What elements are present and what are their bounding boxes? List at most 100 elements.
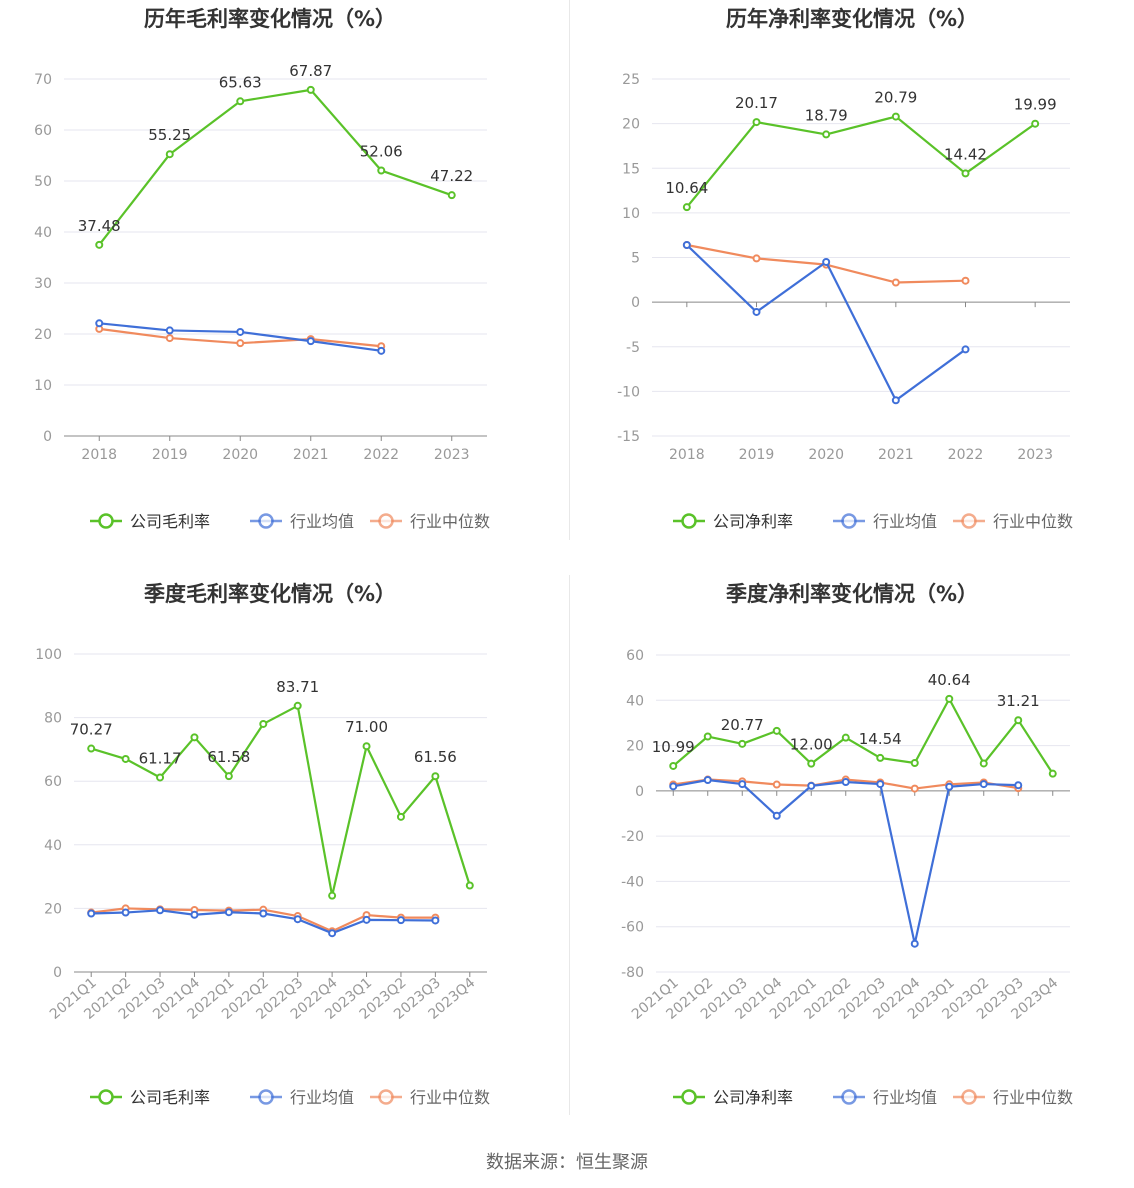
y-tick-label: 40 [34, 225, 52, 241]
legend-label: 行业中位数 [993, 512, 1073, 531]
data-point-industry_avg [431, 916, 440, 925]
data-point-industry_median [236, 339, 245, 348]
data-label: 20.77 [721, 716, 764, 734]
vertical-divider-bottom [569, 575, 570, 1115]
data-point-industry_median [752, 254, 761, 263]
data-point-industry_avg [165, 326, 174, 335]
data-point-industry_avg [190, 910, 199, 919]
data-point-industry_avg [396, 916, 405, 925]
data-point-industry_avg [910, 939, 919, 948]
data-point-company [669, 761, 678, 770]
data-point-industry_avg [945, 782, 954, 791]
y-tick-label: 10 [34, 378, 52, 394]
chart-panel-2: 历年净利率变化情况（%） -15 -10 -5 0 5 10 15 20 25 2018 2019 20… [617, 7, 1073, 531]
chart-panel-4: 季度净利率变化情况（%）-80-60-40-2002040602021Q1202… [621, 582, 1073, 1107]
data-point-industry_avg [156, 906, 165, 915]
chart-title: 季度毛利率变化情况（%） [144, 582, 396, 606]
chart-title: 季度净利率变化情况（%） [726, 582, 978, 606]
legend-label: 行业均值 [290, 1088, 354, 1107]
data-point-industry_avg [822, 257, 831, 266]
data-point-company [165, 150, 174, 159]
legend-label: 公司毛利率 [130, 1088, 210, 1107]
data-point-company [156, 773, 165, 782]
data-point-industry_avg [259, 909, 268, 918]
x-tick-label: 2023 [1017, 447, 1053, 463]
data-label: 10.99 [652, 738, 695, 756]
data-point-company [772, 726, 781, 735]
legend-marker-circle [961, 1089, 977, 1105]
data-point-company [752, 118, 761, 127]
data-point-industry_median [772, 780, 781, 789]
legend-marker-circle [378, 1089, 394, 1105]
data-point-industry_avg [306, 337, 315, 346]
legend-label: 行业中位数 [993, 1088, 1073, 1107]
data-point-company [807, 759, 816, 768]
y-tick-label: 100 [35, 647, 62, 663]
data-point-company [682, 203, 691, 212]
data-point-industry_median [165, 334, 174, 343]
data-point-company [979, 759, 988, 768]
y-tick-label: 0 [53, 965, 62, 981]
data-point-company [738, 739, 747, 748]
data-label: 20.79 [874, 89, 917, 107]
legend-label: 公司净利率 [713, 512, 793, 531]
y-tick-label: 40 [44, 838, 62, 854]
legend-label: 行业中位数 [410, 512, 490, 531]
series-line-company [685, 115, 1036, 208]
data-point-company [1031, 119, 1040, 128]
data-point-industry_avg [121, 908, 130, 917]
data-point-industry_avg [772, 811, 781, 820]
data-label: 67.87 [289, 62, 332, 80]
y-tick-label: 50 [34, 174, 52, 190]
data-label: 40.64 [928, 671, 971, 689]
y-tick-label: -10 [617, 384, 640, 400]
data-point-industry_avg [876, 780, 885, 789]
legend-marker-circle [258, 513, 274, 529]
x-tick-label: 2020 [808, 447, 844, 463]
data-point-industry_avg [224, 908, 233, 917]
data-point-industry_median [910, 784, 919, 793]
data-point-company [377, 166, 386, 175]
x-tick-label: 2020 [222, 447, 258, 463]
data-point-company [396, 812, 405, 821]
legend-label: 公司毛利率 [130, 512, 210, 531]
legend-label: 行业均值 [290, 512, 354, 531]
data-point-company [95, 240, 104, 249]
y-tick-label: 5 [631, 251, 640, 267]
data-point-company [306, 85, 315, 94]
series-line-company [90, 704, 471, 897]
series-line-industry_avg [673, 778, 1019, 945]
legend: 公司毛利率 行业均值 行业中位数 [90, 512, 490, 531]
data-point-industry_avg [738, 780, 747, 789]
y-tick-label: 25 [622, 72, 640, 88]
y-tick-label: 80 [44, 711, 62, 727]
data-label: 14.54 [859, 730, 902, 748]
data-point-company [1014, 716, 1023, 725]
chart-title: 历年净利率变化情况（%） [726, 7, 978, 31]
data-point-company [121, 754, 130, 763]
y-tick-label: 30 [34, 276, 52, 292]
data-point-industry_avg [95, 319, 104, 328]
data-point-industry_avg [891, 396, 900, 405]
data-label: 83.71 [276, 678, 319, 696]
x-tick-label: 2018 [669, 447, 705, 463]
data-label: 47.22 [430, 167, 473, 185]
x-tick-label: 2019 [152, 447, 188, 463]
data-point-industry_avg [841, 778, 850, 787]
data-point-company [190, 733, 199, 742]
data-label: 10.64 [665, 179, 708, 197]
series-line-company [672, 697, 1054, 775]
legend-marker-circle [98, 1089, 114, 1105]
data-point-industry_median [891, 278, 900, 287]
x-tick-label: 2018 [81, 447, 117, 463]
legend-marker-circle [961, 513, 977, 529]
data-source-note: 数据来源：恒生聚源 [486, 1152, 648, 1173]
legend-label: 公司净利率 [713, 1088, 793, 1107]
legend-marker-circle [841, 513, 857, 529]
legend-marker-circle [841, 1089, 857, 1105]
y-tick-label: 20 [626, 739, 644, 755]
data-point-company [293, 701, 302, 710]
data-label: 61.17 [139, 749, 182, 767]
